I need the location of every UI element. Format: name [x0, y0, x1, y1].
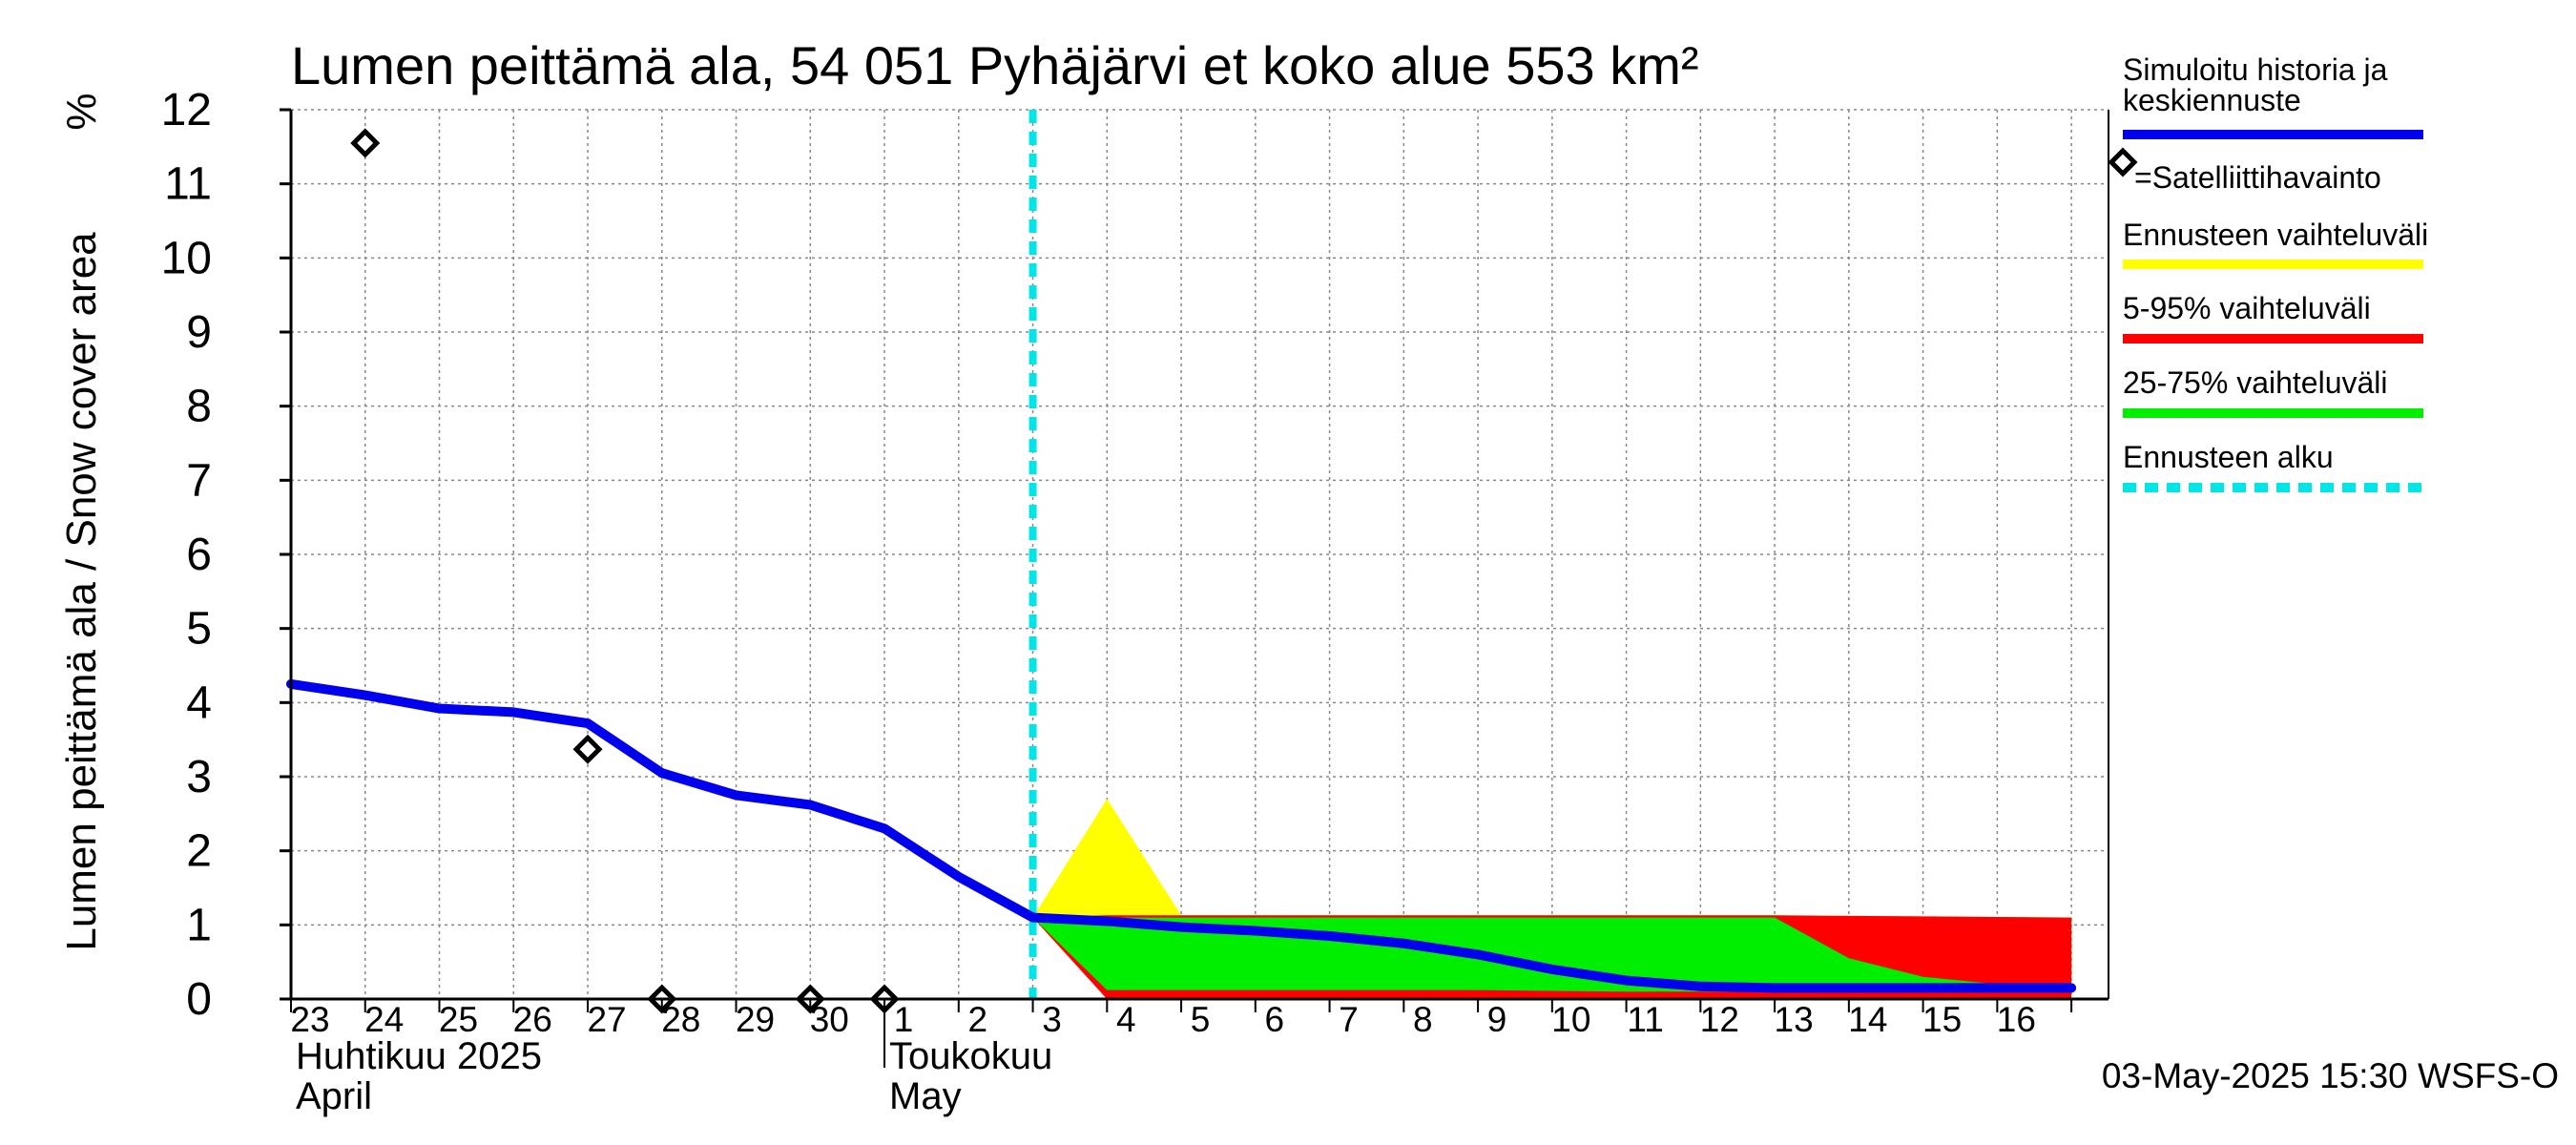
y-tick-label: 4	[186, 677, 212, 728]
x-tick-label: 16	[1997, 1000, 2036, 1039]
legend-label-forecast-start: Ennusteen alku	[2123, 440, 2334, 474]
y-tick-label: 1	[186, 900, 212, 950]
plot-area	[286, 109, 2109, 1014]
y-tick-label: 6	[186, 530, 212, 580]
satellite-observation-marker	[572, 734, 603, 764]
legend-label-mean-line-1: Simuloitu historia ja	[2123, 52, 2388, 87]
footer-timestamp: 03-May-2025 15:30 WSFS-O	[2102, 1056, 2559, 1095]
satellite-observation-marker	[350, 128, 381, 158]
y-tick-label: 2	[186, 826, 212, 877]
chart-title: Lumen peittämä ala, 54 051 Pyhäjärvi et …	[291, 35, 1699, 95]
y-tick-label: 0	[186, 974, 212, 1025]
y-tick-label: 9	[186, 307, 212, 358]
x-tick-label: 2	[968, 1000, 988, 1039]
x-tick-label: 29	[736, 1000, 775, 1039]
x-tick-label: 10	[1551, 1000, 1590, 1039]
y-tick-label: 11	[164, 159, 212, 210]
x-tick-label: 5	[1191, 1000, 1211, 1039]
legend-label-mean-line-2: keskiennuste	[2123, 83, 2301, 117]
y-axis-unit: %	[58, 93, 105, 130]
month-label-fi: Huhtikuu 2025	[296, 1035, 542, 1077]
month-label-en: April	[296, 1075, 372, 1117]
x-tick-label: 12	[1700, 1000, 1739, 1039]
x-tick-label: 9	[1487, 1000, 1507, 1039]
x-tick-label: 14	[1848, 1000, 1887, 1039]
y-tick-label: 8	[186, 382, 212, 432]
legend-label-forecast-range: Ennusteen vaihteluväli	[2123, 218, 2428, 252]
month-label-fi: Toukokuu	[889, 1035, 1052, 1077]
x-tick-label: 4	[1116, 1000, 1136, 1039]
x-tick-label: 30	[810, 1000, 849, 1039]
x-tick-label: 25	[439, 1000, 478, 1039]
x-tick-label: 28	[661, 1000, 700, 1039]
y-tick-label: 10	[161, 233, 212, 283]
x-tick-label: 6	[1265, 1000, 1285, 1039]
x-tick-label: 26	[513, 1000, 552, 1039]
y-tick-label: 7	[186, 455, 212, 506]
legend-label-5-95-range: 5-95% vaihteluväli	[2123, 291, 2371, 325]
x-tick-label: 24	[364, 1000, 404, 1039]
x-tick-label: 11	[1627, 1000, 1663, 1039]
legend-swatch-satellite-marker	[2108, 147, 2138, 177]
legend-label-25-75-range: 25-75% vaihteluväli	[2123, 365, 2388, 400]
y-tick-label: 5	[186, 604, 212, 655]
y-tick-label: 3	[186, 752, 212, 802]
x-tick-label: 23	[290, 1000, 329, 1039]
legend-label-satellite: =Satelliittihavainto	[2134, 160, 2381, 195]
x-tick-label: 13	[1775, 1000, 1814, 1039]
month-label-en: May	[889, 1075, 962, 1117]
x-tick-label: 3	[1042, 1000, 1062, 1039]
x-tick-label: 7	[1339, 1000, 1359, 1039]
y-axis-label: Lumen peittämä ala / Snow cover area	[58, 232, 105, 951]
series-line-mean	[286, 678, 2077, 993]
x-tick-label: 1	[894, 1000, 914, 1039]
x-tick-label: 8	[1413, 1000, 1433, 1039]
y-tick-label: 12	[161, 85, 212, 135]
x-tick-label: 27	[587, 1000, 626, 1039]
x-tick-label: 15	[1922, 1000, 1962, 1039]
